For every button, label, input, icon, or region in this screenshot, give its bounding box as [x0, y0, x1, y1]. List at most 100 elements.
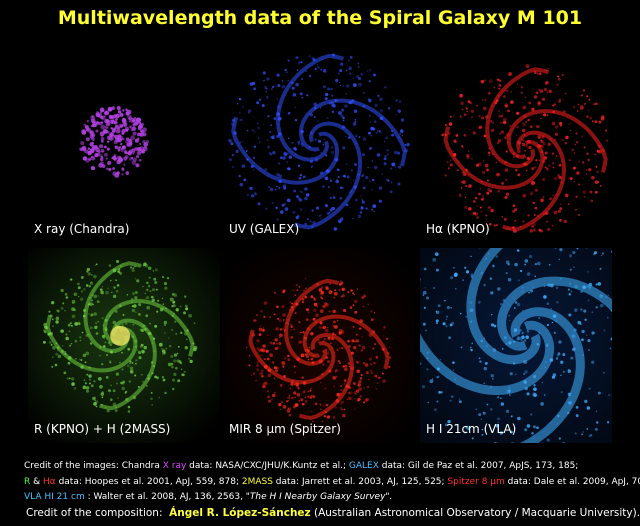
emission [382, 379, 386, 383]
emission [352, 304, 355, 307]
emission [329, 179, 333, 182]
emission [327, 87, 330, 91]
credit-text: Ángel R. López-Sánchez [169, 506, 310, 519]
emission [86, 270, 89, 273]
emission [306, 94, 309, 97]
emission [188, 357, 191, 360]
emission [310, 410, 313, 413]
emission [369, 180, 371, 182]
emission [113, 154, 117, 158]
emission [99, 384, 103, 389]
emission [87, 333, 90, 336]
emission [511, 441, 514, 443]
emission [101, 140, 104, 144]
emission [522, 309, 524, 312]
emission [497, 287, 501, 291]
emission [286, 198, 291, 203]
emission [123, 163, 126, 166]
emission [90, 315, 92, 317]
emission [108, 360, 112, 363]
emission [337, 100, 339, 102]
emission [543, 113, 547, 117]
emission [360, 373, 363, 377]
emission [341, 347, 344, 350]
emission [277, 162, 281, 165]
emission [83, 308, 86, 312]
emission [371, 208, 374, 211]
emission [594, 153, 596, 156]
emission [78, 322, 81, 326]
emission [345, 135, 347, 138]
emission [493, 324, 497, 328]
emission [360, 195, 362, 197]
emission [500, 130, 505, 134]
emission [497, 421, 499, 424]
emission [136, 137, 140, 141]
emission [505, 89, 509, 93]
emission [331, 104, 334, 107]
emission [486, 403, 489, 406]
emission [157, 304, 159, 306]
emission [282, 156, 286, 160]
emission [544, 151, 548, 155]
emission [142, 140, 146, 144]
emission [132, 267, 135, 270]
emission [289, 387, 291, 390]
emission [284, 207, 289, 211]
emission [560, 391, 563, 394]
emission [480, 116, 484, 120]
emission [558, 258, 561, 261]
emission [131, 292, 135, 296]
emission [459, 93, 463, 98]
emission [304, 349, 307, 352]
emission [487, 206, 491, 209]
emission [524, 162, 528, 166]
emission [325, 403, 329, 407]
emission [508, 341, 512, 345]
emission [172, 300, 176, 304]
spiral-arm [502, 130, 566, 232]
emission [298, 321, 301, 324]
emission [90, 281, 93, 284]
emission [298, 176, 302, 180]
emission [347, 291, 350, 294]
emission [540, 145, 544, 149]
emission [438, 390, 442, 394]
emission [132, 131, 137, 136]
emission [593, 252, 596, 256]
emission [338, 360, 341, 363]
emission [610, 309, 612, 312]
emission [330, 87, 333, 91]
emission [238, 174, 241, 178]
emission [572, 199, 575, 201]
emission [513, 307, 516, 310]
emission [79, 147, 83, 151]
emission [549, 197, 553, 201]
emission [116, 105, 121, 111]
emission [145, 297, 147, 299]
emission [528, 101, 532, 105]
emission [116, 382, 118, 385]
emission [336, 168, 340, 172]
emission [502, 120, 507, 125]
emission [93, 274, 97, 279]
emission [67, 323, 71, 327]
emission [98, 163, 103, 168]
emission [312, 395, 316, 398]
emission [114, 124, 120, 130]
emission [162, 303, 165, 305]
emission [112, 402, 117, 407]
emission [489, 277, 493, 281]
emission [546, 167, 549, 170]
emission [583, 309, 587, 313]
emission [141, 373, 143, 376]
emission [564, 92, 567, 95]
emission [348, 391, 351, 395]
emission [582, 431, 584, 433]
emission [340, 280, 342, 282]
emission [267, 368, 272, 373]
spiral-arm [276, 53, 344, 162]
emission [600, 254, 603, 257]
emission [262, 384, 266, 389]
emission [538, 159, 541, 162]
